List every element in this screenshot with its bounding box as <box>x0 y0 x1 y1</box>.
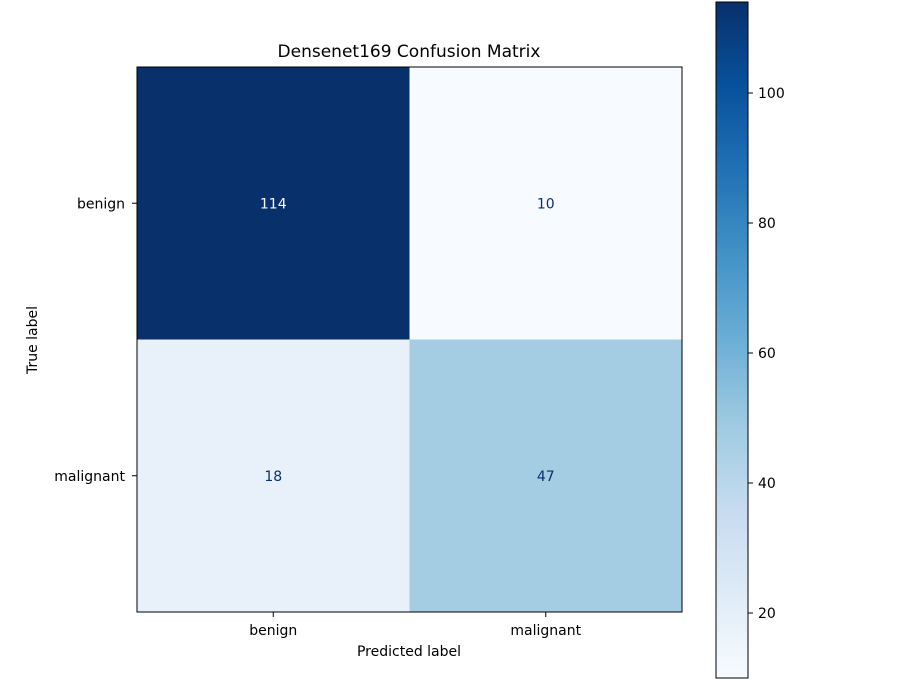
colorbar-frame <box>715 1 749 679</box>
x-tick-label: malignant <box>510 623 581 639</box>
matrix-cells <box>137 67 682 612</box>
colorbar-tick-label: 60 <box>758 346 776 362</box>
matrix-cell-benign-malignant <box>409 67 682 340</box>
x-tick-label: benign <box>249 623 297 639</box>
x-axis-ticks: benign malignant <box>249 612 582 639</box>
colorbar-tick-label: 100 <box>758 86 785 102</box>
chart-title: Densenet169 Confusion Matrix <box>278 42 541 62</box>
matrix-cell-malignant-benign <box>137 339 410 612</box>
y-tick-label: malignant <box>54 469 125 485</box>
colorbar-tick-label: 20 <box>758 606 776 622</box>
colorbar: 20 40 60 80 100 <box>715 1 785 679</box>
colorbar-ticks: 20 40 60 80 100 <box>748 86 785 622</box>
y-tick-label: benign <box>77 196 125 212</box>
cell-value-label: 18 <box>264 469 282 485</box>
matrix-frame <box>136 66 683 613</box>
matrix-cell-malignant-malignant <box>409 339 682 612</box>
colorbar-tick-label: 40 <box>758 476 776 492</box>
colorbar-gradient <box>716 2 748 678</box>
y-axis-ticks: benign malignant <box>54 196 137 485</box>
x-axis-label: Predicted label <box>357 644 461 660</box>
cell-value-label: 114 <box>260 196 287 212</box>
cell-value-label: 47 <box>537 469 555 485</box>
colorbar-tick-label: 80 <box>758 216 776 232</box>
y-axis-label: True label <box>25 306 41 375</box>
matrix-cell-benign-benign <box>137 67 410 340</box>
cell-value-label: 10 <box>537 196 555 212</box>
matrix-cell-labels: 114 10 18 47 <box>260 196 555 485</box>
